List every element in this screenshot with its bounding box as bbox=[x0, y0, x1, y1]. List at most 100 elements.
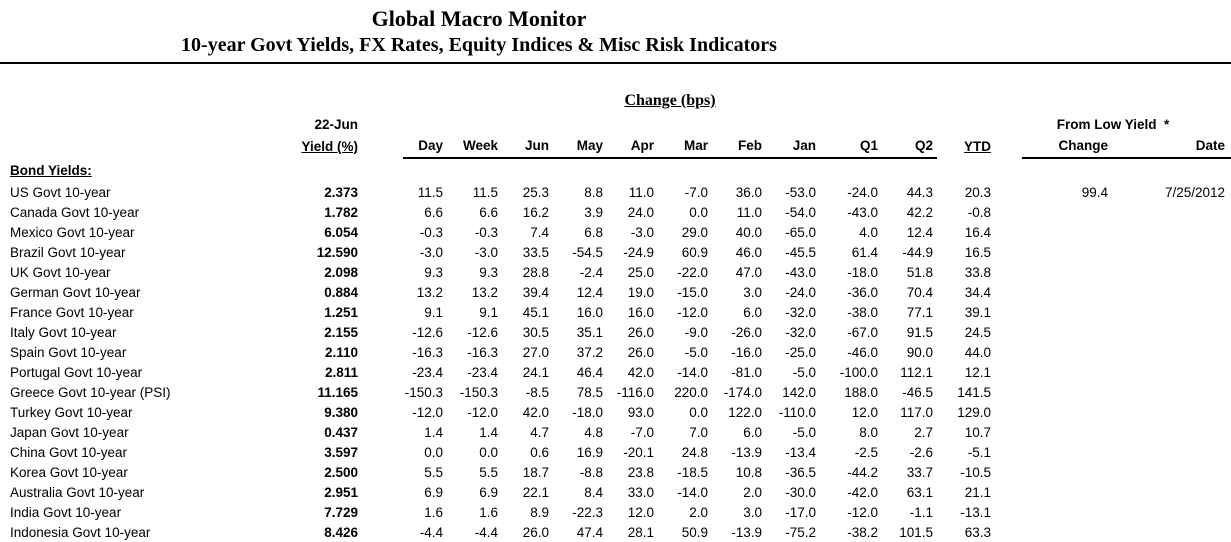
change-value: -18.0 bbox=[847, 264, 878, 280]
change-col-header: Mar bbox=[658, 132, 712, 159]
yield-value: 0.437 bbox=[324, 424, 358, 440]
change-value: -54.0 bbox=[785, 204, 816, 220]
spacer bbox=[995, 242, 1022, 262]
change-value: -44.2 bbox=[847, 464, 878, 480]
change-value: -22.0 bbox=[677, 264, 708, 280]
change-col-header: Q1 bbox=[820, 132, 882, 159]
row-label: Italy Govt 10-year bbox=[10, 324, 117, 340]
change-value: 18.7 bbox=[522, 464, 549, 480]
change-value: -12.0 bbox=[467, 404, 498, 420]
change-value: -110.0 bbox=[778, 404, 816, 420]
change-value: -38.2 bbox=[847, 524, 878, 540]
change-value: 24.1 bbox=[522, 364, 549, 380]
change-value: 9.1 bbox=[479, 304, 498, 320]
row-label: US Govt 10-year bbox=[10, 184, 111, 200]
change-value: 101.5 bbox=[899, 524, 934, 540]
yield-value: 11.165 bbox=[317, 384, 358, 400]
spacer bbox=[995, 182, 1022, 202]
change-value: -75.2 bbox=[785, 524, 816, 540]
change-value: -38.0 bbox=[847, 304, 878, 320]
change-value: 12.0 bbox=[851, 404, 878, 420]
change-value: 33.5 bbox=[522, 244, 549, 260]
change-col-header: Day bbox=[403, 132, 447, 159]
change-value: 42.0 bbox=[627, 364, 654, 380]
section-label: Bond Yields: bbox=[10, 163, 92, 178]
spacer bbox=[362, 222, 403, 242]
change-value: 9.3 bbox=[424, 264, 443, 280]
spacer bbox=[362, 262, 403, 282]
change-value: 90.0 bbox=[906, 344, 934, 360]
from-low-date-value bbox=[1112, 302, 1231, 322]
row-label: Korea Govt 10-year bbox=[10, 464, 128, 480]
row-label: German Govt 10-year bbox=[10, 284, 141, 300]
row-label: Canada Govt 10-year bbox=[10, 204, 140, 220]
from-low-change-value bbox=[1022, 262, 1112, 282]
table-row: Turkey Govt 10-year 9.380 -12.0 -12.0 42.0 -1… bbox=[0, 402, 1231, 422]
ytd-value: 10.7 bbox=[964, 424, 992, 440]
low-change-col-header: Change bbox=[1022, 132, 1113, 159]
change-value: -18.5 bbox=[677, 464, 708, 480]
from-low-date-value bbox=[1112, 482, 1231, 502]
table-row: Portugal Govt 10-year 2.811 -23.4 -23.4 24.1… bbox=[0, 362, 1231, 382]
spacer bbox=[995, 202, 1022, 222]
change-value: -24.0 bbox=[785, 284, 816, 300]
row-label: UK Govt 10-year bbox=[10, 264, 111, 280]
yield-value: 2.500 bbox=[324, 464, 358, 480]
ytd-value: -13.1 bbox=[960, 504, 992, 520]
change-value: -8.8 bbox=[579, 464, 603, 480]
change-value: 6.9 bbox=[424, 484, 443, 500]
yield-value: 2.951 bbox=[324, 484, 358, 500]
change-value: 220.0 bbox=[674, 384, 708, 400]
change-value: -20.1 bbox=[623, 444, 654, 460]
change-value: -46.0 bbox=[847, 344, 878, 360]
from-low-change-value bbox=[1022, 342, 1112, 362]
change-value: -12.0 bbox=[677, 304, 708, 320]
spacer bbox=[362, 502, 403, 522]
change-value: -8.5 bbox=[525, 384, 549, 400]
row-label: Japan Govt 10-year bbox=[10, 424, 129, 440]
yield-value: 9.380 bbox=[324, 404, 358, 420]
page-subtitle: 10-year Govt Yields, FX Rates, Equity In… bbox=[181, 34, 777, 56]
change-value: 0.6 bbox=[530, 444, 549, 460]
change-value: -12.6 bbox=[467, 324, 498, 340]
ytd-value: 16.5 bbox=[964, 244, 992, 260]
yield-value: 6.054 bbox=[324, 224, 358, 240]
change-value: 47.4 bbox=[576, 524, 603, 540]
from-low-date-value bbox=[1112, 222, 1231, 242]
spacer bbox=[995, 282, 1022, 302]
report-header: Global Macro Monitor 10-year Govt Yields… bbox=[0, 0, 958, 58]
change-value: 4.7 bbox=[530, 424, 549, 440]
change-value: -150.3 bbox=[459, 384, 498, 400]
change-value: 35.1 bbox=[576, 324, 603, 340]
table-row: Brazil Govt 10-year 12.590 -3.0 -3.0 33.5 -54… bbox=[0, 242, 1231, 262]
change-value: -22.3 bbox=[572, 504, 603, 520]
change-value: -36.5 bbox=[785, 464, 816, 480]
change-value: -2.4 bbox=[579, 264, 603, 280]
from-low-change-value bbox=[1022, 242, 1112, 262]
change-col-header: Apr bbox=[607, 132, 658, 159]
change-value: 13.2 bbox=[471, 284, 498, 300]
change-value: 12.4 bbox=[576, 284, 603, 300]
change-value: -14.0 bbox=[677, 484, 708, 500]
from-low-date-value bbox=[1112, 362, 1231, 382]
spacer bbox=[362, 322, 403, 342]
spacer bbox=[362, 522, 403, 542]
change-value: 27.0 bbox=[522, 344, 549, 360]
from-low-change-value bbox=[1022, 302, 1112, 322]
table-row: Italy Govt 10-year 2.155 -12.6 -12.6 30.5 35.… bbox=[0, 322, 1231, 342]
spacer bbox=[362, 382, 403, 402]
change-value: 33.0 bbox=[627, 484, 654, 500]
change-value: 60.9 bbox=[681, 244, 708, 260]
change-value: -7.0 bbox=[684, 184, 708, 200]
change-value: 91.5 bbox=[906, 324, 934, 340]
change-value: 46.4 bbox=[576, 364, 603, 380]
row-label: France Govt 10-year bbox=[10, 304, 134, 320]
spacer bbox=[995, 462, 1022, 482]
change-value: 16.0 bbox=[627, 304, 654, 320]
change-value: 2.0 bbox=[743, 484, 762, 500]
change-value: -26.0 bbox=[731, 324, 762, 340]
change-value: 9.1 bbox=[424, 304, 443, 320]
change-value: 16.9 bbox=[576, 444, 603, 460]
change-value: -32.0 bbox=[785, 304, 816, 320]
from-low-change-value bbox=[1022, 382, 1112, 402]
